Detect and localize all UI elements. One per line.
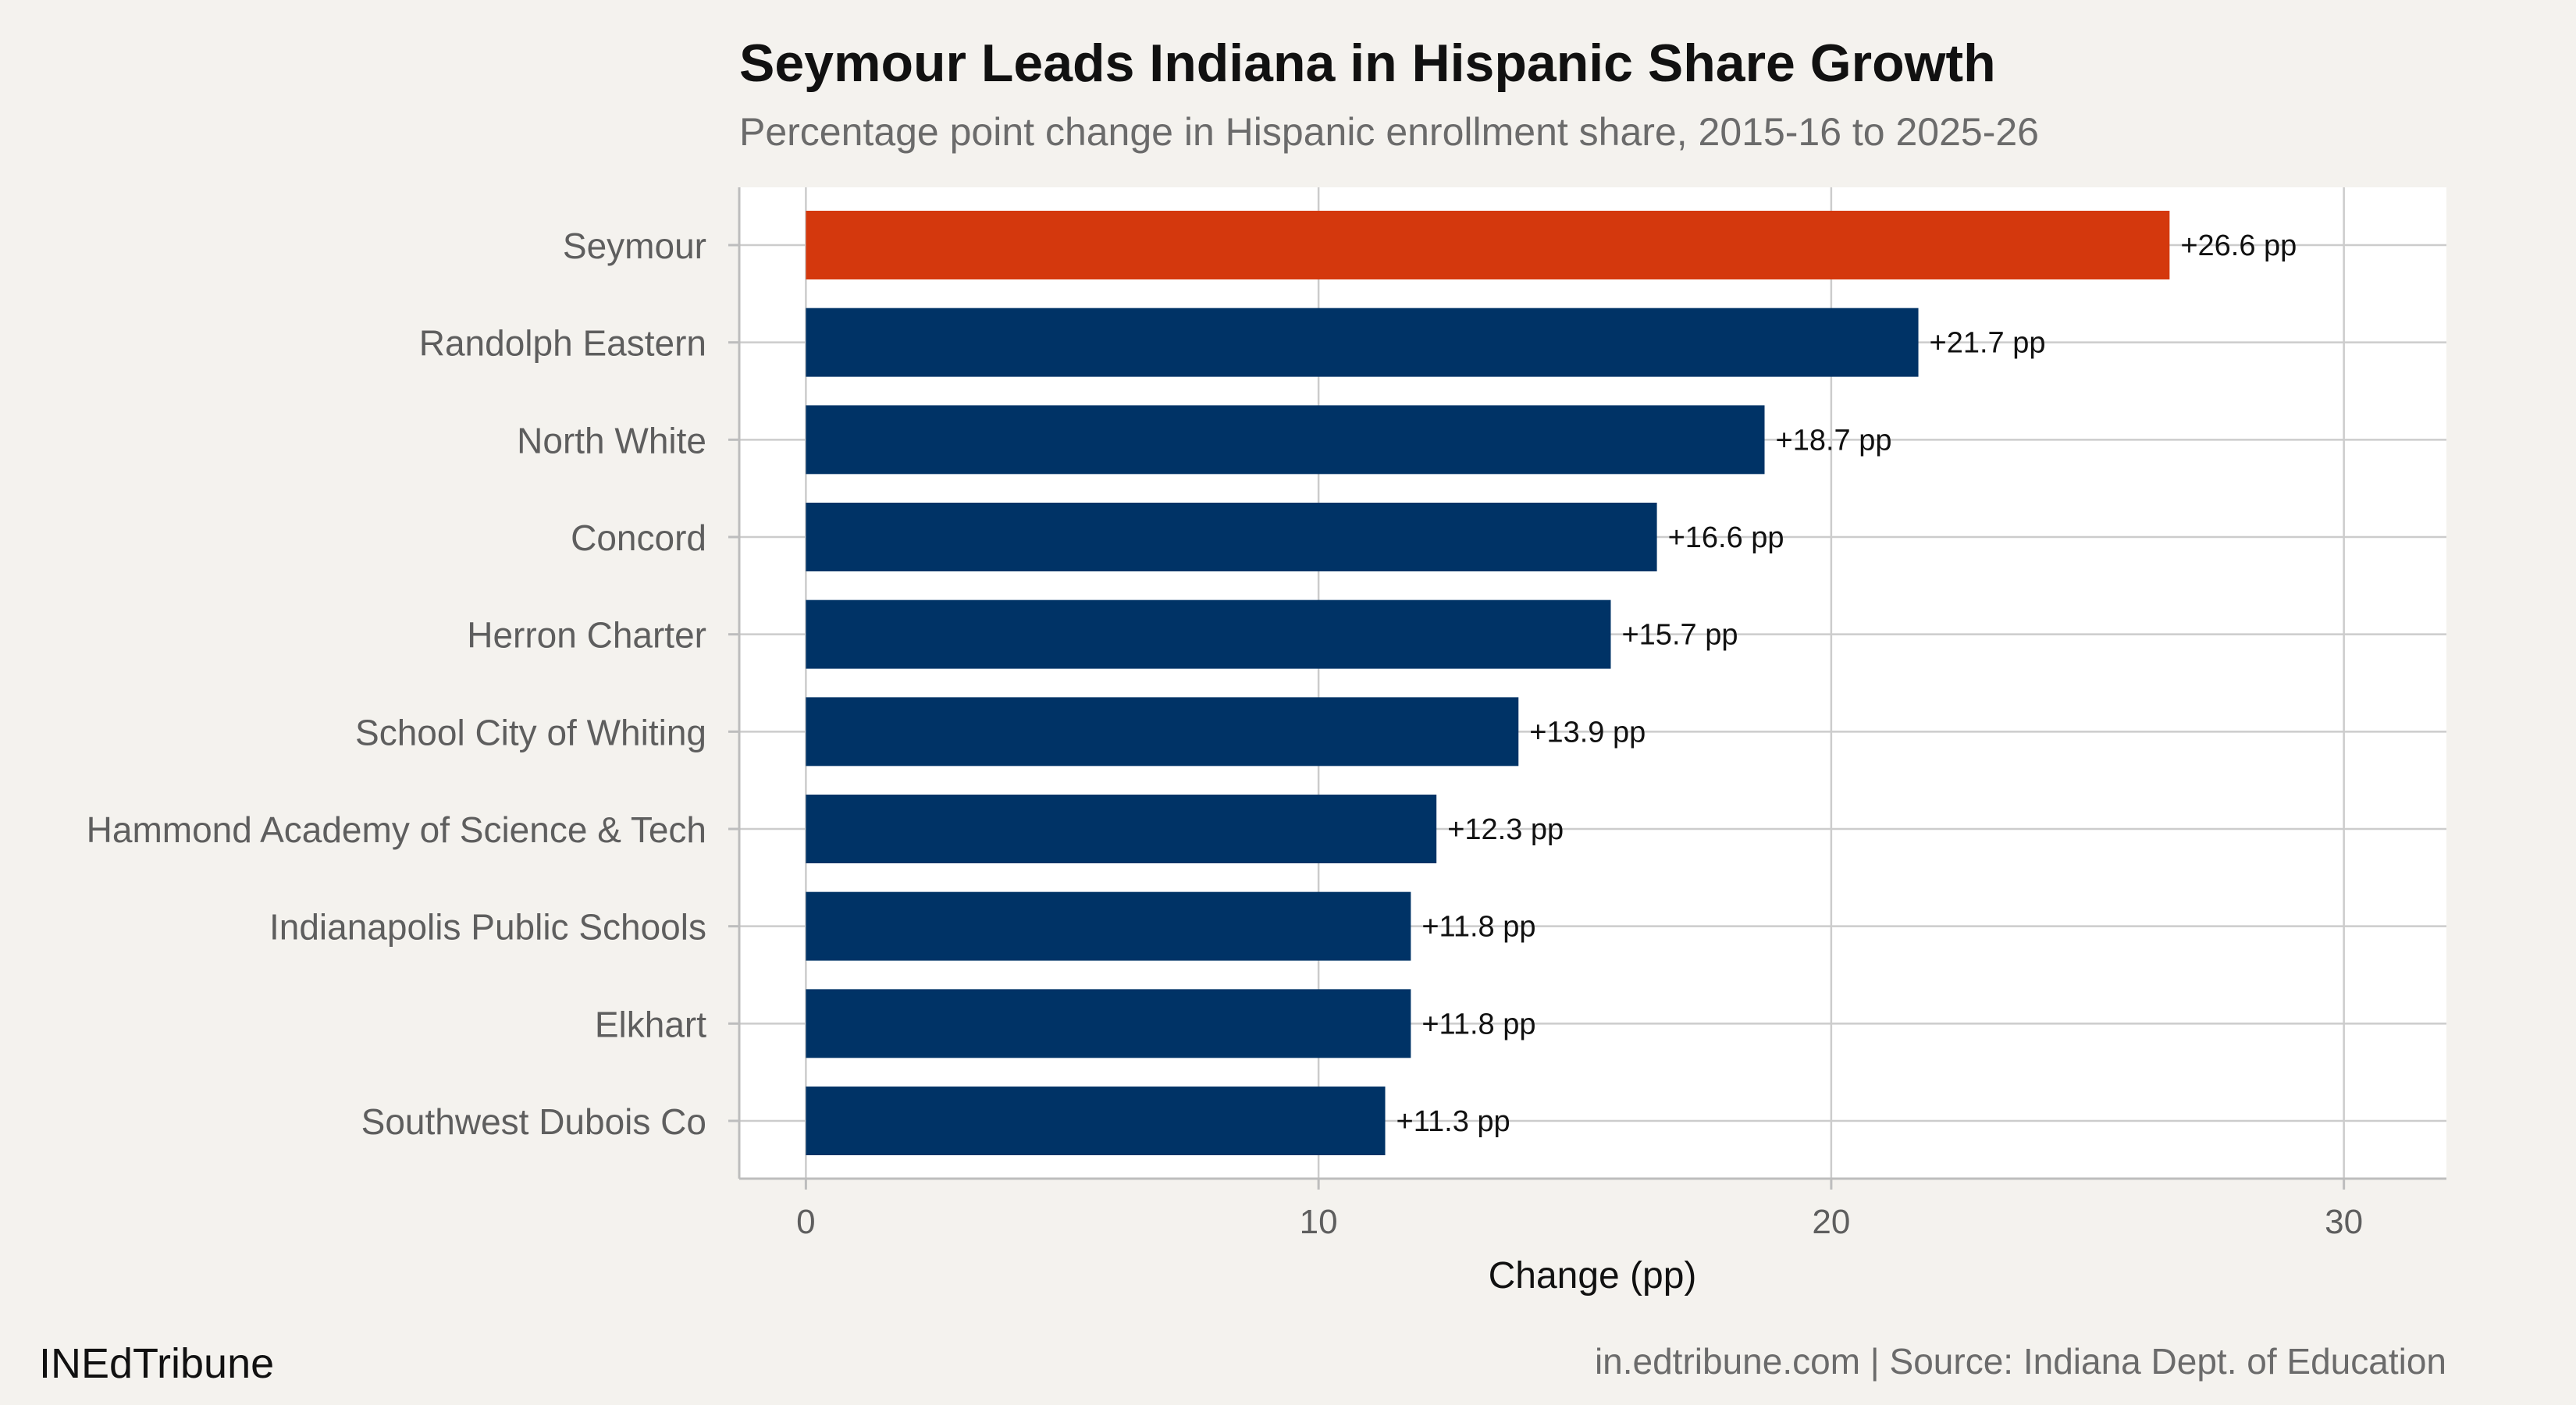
category-label: Herron Charter xyxy=(467,615,706,656)
data-label: +18.7 pp xyxy=(1776,424,1892,457)
chart-subtitle: Percentage point change in Hispanic enro… xyxy=(739,110,2039,154)
bar xyxy=(806,989,1411,1058)
source-note: in.edtribune.com | Source: Indiana Dept.… xyxy=(1595,1341,2446,1382)
bar xyxy=(806,697,1519,767)
bars xyxy=(806,211,2170,1155)
category-label: School City of Whiting xyxy=(355,712,706,752)
data-label: +15.7 pp xyxy=(1621,619,1738,652)
x-axis-title: Change (pp) xyxy=(1489,1255,1697,1297)
bar xyxy=(806,211,2170,279)
bar xyxy=(806,1087,1386,1155)
tick-label-20: 20 xyxy=(1812,1203,1850,1241)
data-label: +13.9 pp xyxy=(1529,716,1646,749)
data-label: +11.8 pp xyxy=(1421,911,1535,944)
category-label: Seymour xyxy=(563,226,706,266)
bar xyxy=(806,795,1437,863)
bar xyxy=(806,891,1411,961)
x-axis-ticks: 0 10 20 30 xyxy=(796,1179,2363,1241)
data-label: +26.6 pp xyxy=(2180,229,2297,262)
category-label: North White xyxy=(517,420,706,461)
brand-logo-text: INEdTribune xyxy=(39,1340,274,1387)
category-label: Concord xyxy=(571,518,706,558)
category-labels: Seymour Randolph Eastern North White Concor… xyxy=(87,226,739,1142)
bar xyxy=(806,503,1657,571)
data-label: +21.7 pp xyxy=(1930,327,2046,360)
data-label: +16.6 pp xyxy=(1668,521,1784,554)
tick-label-30: 30 xyxy=(2325,1203,2363,1241)
category-label: Southwest Dubois Co xyxy=(361,1101,706,1142)
chart-title: Seymour Leads Indiana in Hispanic Share … xyxy=(739,34,1996,93)
category-label: Indianapolis Public Schools xyxy=(269,907,706,948)
category-label: Hammond Academy of Science & Tech xyxy=(87,809,706,850)
data-label: +11.3 pp xyxy=(1397,1105,1510,1138)
category-label: Elkhart xyxy=(595,1004,706,1044)
bar xyxy=(806,405,1765,475)
category-label: Randolph Eastern xyxy=(419,323,706,364)
bar xyxy=(806,599,1611,669)
data-labels: +26.6 pp +21.7 pp +18.7 pp +16.6 pp +15.7 pp… xyxy=(1397,229,2297,1138)
data-label: +11.8 pp xyxy=(1421,1008,1535,1040)
data-label: +12.3 pp xyxy=(1447,813,1564,846)
tick-label-0: 0 xyxy=(796,1203,815,1241)
bar xyxy=(806,308,1919,377)
tick-label-10: 10 xyxy=(1300,1203,1338,1241)
